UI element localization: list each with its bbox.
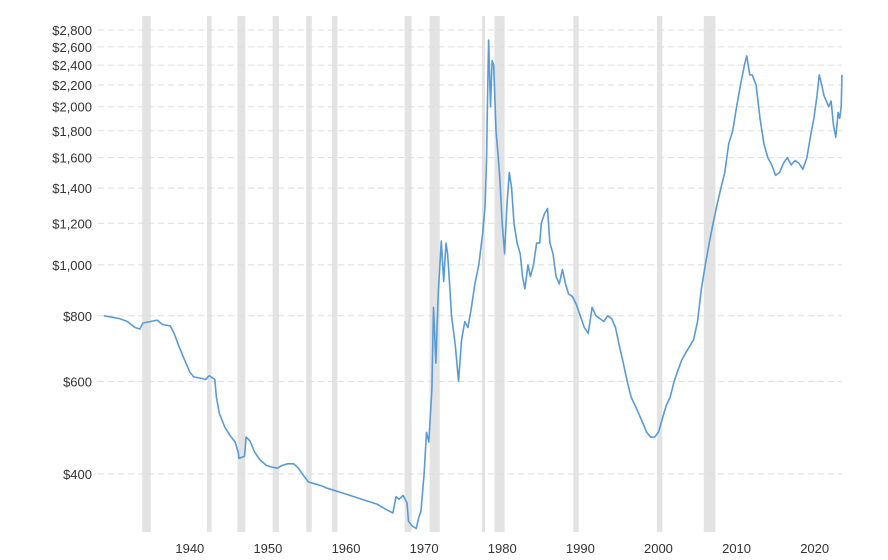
- recession-band: [481, 16, 486, 532]
- recession-band: [207, 16, 212, 532]
- y-tick-label: $2,600: [52, 40, 92, 55]
- recession-band: [494, 16, 505, 532]
- y-tick-label: $1,400: [52, 181, 92, 196]
- y-tick-label: $2,400: [52, 58, 92, 73]
- recession-band: [272, 16, 279, 532]
- series-line: [103, 39, 843, 530]
- series-layer: [103, 39, 843, 530]
- recession-band: [429, 16, 440, 532]
- recession-band: [404, 16, 412, 532]
- recession-band: [306, 16, 312, 532]
- y-tick-label: $1,000: [52, 258, 92, 273]
- y-axis: $400 $600 $800 $1,000 $1,200 $1,400 $1,600 $1,8…: [52, 23, 92, 482]
- x-tick-label: 1970: [410, 541, 439, 556]
- y-tick-label: $2,800: [52, 23, 92, 38]
- y-tick-label: $2,200: [52, 78, 92, 93]
- recession-band: [573, 16, 579, 532]
- grid-lines: [98, 29, 842, 475]
- y-tick-label: $1,800: [52, 124, 92, 139]
- recession-band: [703, 16, 716, 532]
- y-tick-label: $800: [63, 309, 92, 324]
- x-tick-label: 1960: [332, 541, 361, 556]
- x-tick-label: 1940: [175, 541, 204, 556]
- y-tick-label: $400: [63, 467, 92, 482]
- x-axis: 1940 1950 1960 1970 1980 1990 2000 2010 2020: [175, 541, 829, 556]
- x-tick-label: 2000: [644, 541, 673, 556]
- y-tick-label: $2,000: [52, 100, 92, 115]
- x-tick-label: 2020: [800, 541, 829, 556]
- recession-band: [656, 16, 663, 532]
- recession-band: [142, 16, 151, 532]
- recession-band: [237, 16, 246, 532]
- x-tick-label: 1980: [488, 541, 517, 556]
- recession-bands: [142, 16, 716, 532]
- x-tick-label: 1990: [566, 541, 595, 556]
- y-tick-label: $600: [63, 374, 92, 389]
- y-tick-label: $1,200: [52, 216, 92, 231]
- x-tick-label: 2010: [722, 541, 751, 556]
- recession-band: [331, 16, 338, 532]
- y-tick-label: $1,600: [52, 151, 92, 166]
- x-tick-label: 1950: [253, 541, 282, 556]
